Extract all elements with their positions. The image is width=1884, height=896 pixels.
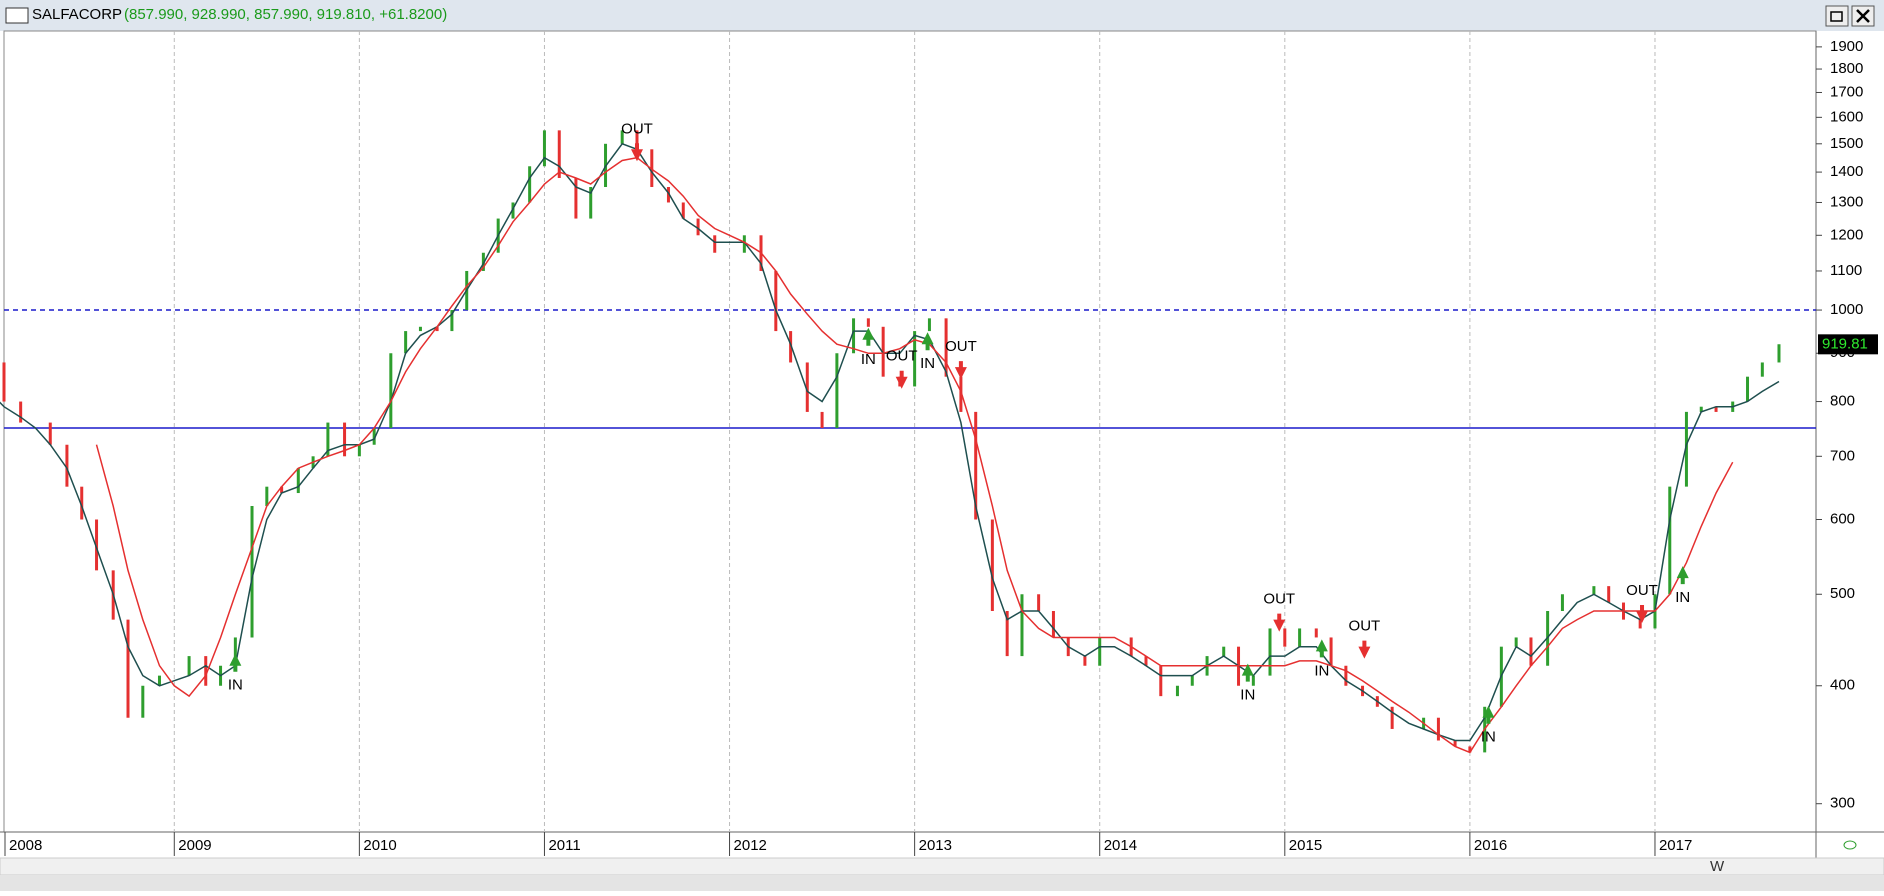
signal-label: IN: [1675, 589, 1690, 606]
x-tick-label: 2009: [178, 837, 211, 854]
signal-arrow: [1315, 639, 1328, 658]
signal-arrow: [954, 361, 967, 380]
y-tick-label: 800: [1830, 393, 1855, 410]
signal-arrow: [1273, 613, 1286, 632]
plot-area: [3, 30, 1817, 833]
signal-arrow: [229, 653, 242, 672]
quote: (857.990, 928.990, 857.990, 919.810, +61…: [124, 6, 447, 23]
moving-average: [95, 156, 1734, 754]
x-tick-label: 2012: [734, 837, 767, 854]
signal-label: IN: [1314, 662, 1329, 679]
x-tick-label: 2011: [548, 837, 580, 854]
restore-icon: [1830, 11, 1843, 22]
signal-label: IN: [1240, 687, 1255, 704]
y-tick-label: 1700: [1830, 83, 1863, 100]
signal-arrow: [1358, 640, 1371, 659]
signal-label: OUT: [1349, 618, 1381, 635]
x-tick-label: 2015: [1289, 837, 1322, 854]
y-tick-label: 1400: [1830, 163, 1863, 180]
y-tick-label: 1200: [1830, 226, 1863, 243]
signal-arrow: [862, 327, 875, 346]
y-tick-label: 1000: [1830, 301, 1863, 318]
signal-label: OUT: [621, 120, 653, 137]
y-tick-label: 1600: [1830, 108, 1863, 125]
signal-arrow: [1676, 566, 1689, 585]
signal-label: OUT: [945, 338, 977, 355]
x-tick-label: 2016: [1474, 837, 1507, 854]
signal-arrow: [1482, 705, 1495, 724]
signal-label: IN: [920, 355, 935, 372]
title-bar: [0, 0, 1884, 31]
y-tick-label: 400: [1830, 677, 1855, 694]
x-tick-label: 2014: [1104, 837, 1137, 854]
y-tick-label: 300: [1830, 795, 1855, 812]
signal-label: OUT: [886, 348, 918, 365]
y-tick-label: 700: [1830, 447, 1855, 464]
signal-arrow: [921, 332, 934, 351]
signal-arrow: [1636, 604, 1649, 623]
y-tick-label: 1300: [1830, 193, 1863, 210]
toolbar-label[interactable]: W: [1710, 858, 1725, 875]
signal-label: IN: [1481, 729, 1496, 746]
y-tick-label: 1100: [1830, 262, 1862, 279]
last-value: 919.81: [1822, 335, 1868, 352]
y-tick-label: 500: [1830, 585, 1855, 602]
scrollbar[interactable]: [0, 857, 1884, 876]
signal-label: IN: [228, 677, 243, 694]
tab-strip: [0, 875, 1884, 891]
window-icon: [5, 7, 29, 24]
y-tick-label: 1500: [1830, 135, 1863, 152]
last-value-box: [1818, 334, 1878, 355]
signal-label: OUT: [1263, 591, 1295, 608]
window-title: SALFACORP: [32, 6, 122, 23]
close-icon: [1856, 9, 1870, 23]
signal-arrow: [630, 143, 643, 162]
y-tick-label: 600: [1830, 510, 1855, 527]
y-tick-label: 1800: [1830, 60, 1863, 77]
x-tick-label: 2017: [1659, 837, 1692, 854]
x-tick-label: 2008: [9, 837, 42, 854]
x-tick-label: 2013: [919, 837, 952, 854]
signal-label: IN: [861, 351, 876, 368]
x-tick-label: 2010: [363, 837, 396, 854]
y-tick-label: 1900: [1830, 38, 1863, 55]
signal-label: OUT: [1626, 582, 1658, 599]
status-icon: [1843, 840, 1857, 850]
signal-arrow: [895, 370, 908, 389]
signal-arrow: [1241, 663, 1254, 682]
restore-button[interactable]: [1825, 5, 1849, 27]
